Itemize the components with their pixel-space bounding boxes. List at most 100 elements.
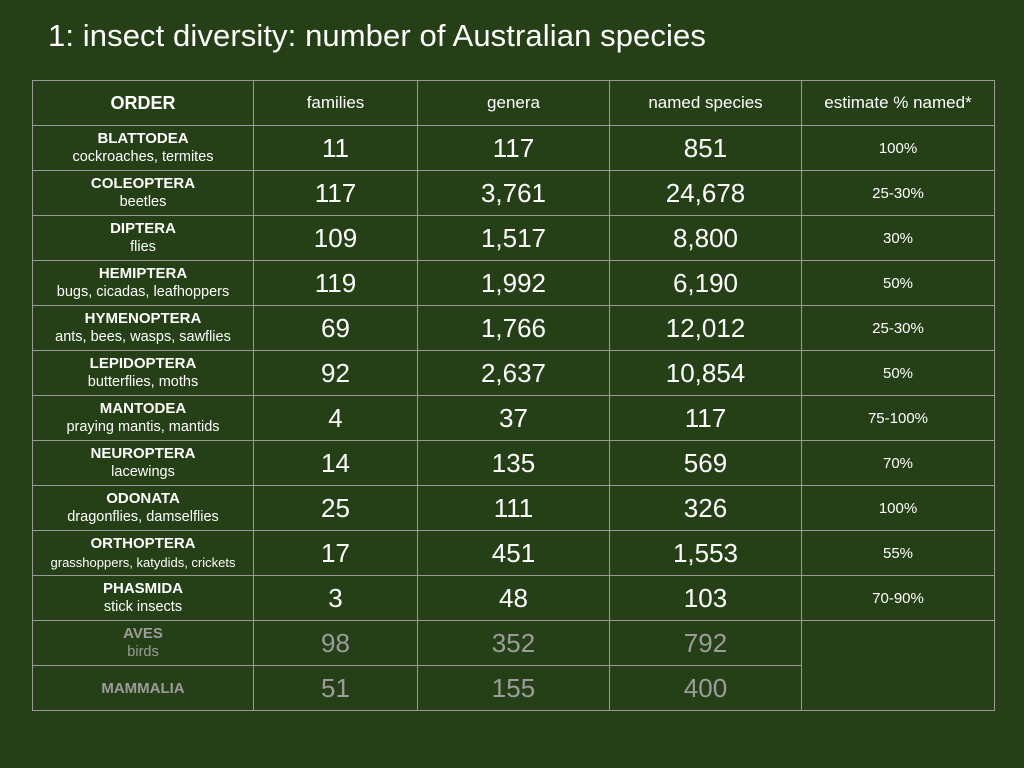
- species-cell: 24,678: [609, 170, 802, 216]
- families-cell: 119: [253, 260, 418, 306]
- families-cell: 98: [253, 620, 418, 666]
- estimate-cell: 70%: [801, 440, 995, 486]
- order-common-name: cockroaches, termites: [72, 149, 214, 165]
- order-common-name: beetles: [119, 194, 167, 210]
- estimate-cell: 55%: [801, 530, 995, 576]
- estimate-cell: 25-30%: [801, 170, 995, 216]
- genera-cell: 2,637: [417, 350, 610, 396]
- order-name: NEUROPTERA: [90, 445, 196, 462]
- table-row: NEUROPTERA lacewings 14 135 569 70%: [32, 440, 995, 486]
- header-genera: genera: [417, 80, 610, 126]
- estimate-cell: 50%: [801, 350, 995, 396]
- families-cell: 92: [253, 350, 418, 396]
- families-cell: 51: [253, 665, 418, 711]
- families-cell: 69: [253, 305, 418, 351]
- families-cell: 117: [253, 170, 418, 216]
- order-common-name: lacewings: [111, 464, 175, 480]
- species-cell: 792: [609, 620, 802, 666]
- families-cell: 11: [253, 125, 418, 171]
- genera-cell: 3,761: [417, 170, 610, 216]
- species-cell: 117: [609, 395, 802, 441]
- order-name: HEMIPTERA: [98, 265, 188, 282]
- order-name: COLEOPTERA: [90, 175, 196, 192]
- order-cell: BLATTODEA cockroaches, termites: [32, 125, 254, 171]
- order-common-name: butterflies, moths: [87, 374, 199, 390]
- families-cell: 4: [253, 395, 418, 441]
- estimate-cell: 70-90%: [801, 575, 995, 621]
- header-families: families: [253, 80, 418, 126]
- species-cell: 10,854: [609, 350, 802, 396]
- families-cell: 25: [253, 485, 418, 531]
- table-body: BLATTODEA cockroaches, termites 11 117 851 10…: [32, 125, 995, 711]
- genera-cell: 1,766: [417, 305, 610, 351]
- order-cell: AVES birds: [32, 620, 254, 666]
- genera-cell: 451: [417, 530, 610, 576]
- order-common-name: praying mantis, mantids: [66, 419, 220, 435]
- order-name: MANTODEA: [99, 400, 187, 417]
- families-cell: 109: [253, 215, 418, 261]
- order-name: BLATTODEA: [97, 130, 189, 147]
- order-cell: HEMIPTERA bugs, cicadas, leafhoppers: [32, 260, 254, 306]
- table-row: BLATTODEA cockroaches, termites 11 117 851 10…: [32, 125, 995, 171]
- order-common-name: ants, bees, wasps, sawflies: [55, 329, 231, 345]
- species-cell: 103: [609, 575, 802, 621]
- species-cell: 8,800: [609, 215, 802, 261]
- reference-row: AVES birds 98 352 792: [32, 620, 995, 711]
- order-cell: COLEOPTERA beetles: [32, 170, 254, 216]
- genera-cell: 117: [417, 125, 610, 171]
- order-cell: PHASMIDA stick insects: [32, 575, 254, 621]
- header-order: ORDER: [32, 80, 254, 126]
- species-cell: 6,190: [609, 260, 802, 306]
- order-name: MAMMALIA: [101, 679, 185, 697]
- order-cell: ORTHOPTERA grasshoppers, katydids, cricke…: [32, 530, 254, 576]
- table-row: DIPTERA flies 109 1,517 8,800 30%: [32, 215, 995, 261]
- order-name: DIPTERA: [110, 220, 176, 237]
- species-cell: 851: [609, 125, 802, 171]
- table-row: PHASMIDA stick insects 3 48 103 70-90%: [32, 575, 995, 621]
- order-name: AVES: [123, 625, 163, 642]
- genera-cell: 352: [417, 620, 610, 666]
- genera-cell: 1,992: [417, 260, 610, 306]
- order-cell: HYMENOPTERA ants, bees, wasps, sawflies: [32, 305, 254, 351]
- genera-cell: 111: [417, 485, 610, 531]
- order-cell: ODONATA dragonflies, damselflies: [32, 485, 254, 531]
- genera-cell: 1,517: [417, 215, 610, 261]
- order-common-name: dragonflies, damselflies: [67, 509, 219, 525]
- order-common-name: flies: [130, 239, 156, 255]
- genera-cell: 48: [417, 575, 610, 621]
- header-estimate: estimate % named*: [801, 80, 995, 126]
- genera-cell: 155: [417, 665, 610, 711]
- order-cell: DIPTERA flies: [32, 215, 254, 261]
- species-table: ORDER families genera named species esti…: [32, 80, 995, 711]
- families-cell: 3: [253, 575, 418, 621]
- order-name: ODONATA: [106, 490, 180, 507]
- estimate-cell: 50%: [801, 260, 995, 306]
- families-cell: 17: [253, 530, 418, 576]
- table-row: MANTODEA praying mantis, mantids 4 37 117 75-…: [32, 395, 995, 441]
- order-common-name: grasshoppers, katydids, crickets: [50, 555, 236, 570]
- order-common-name: birds: [127, 644, 159, 660]
- species-cell: 12,012: [609, 305, 802, 351]
- species-cell: 1,553: [609, 530, 802, 576]
- order-cell: MAMMALIA: [32, 665, 254, 711]
- estimate-cell: 25-30%: [801, 305, 995, 351]
- table-row: COLEOPTERA beetles 117 3,761 24,678 25-30%: [32, 170, 995, 216]
- estimate-cell: 100%: [801, 125, 995, 171]
- table-header-row: ORDER families genera named species esti…: [32, 80, 995, 126]
- estimate-blank-cell: [801, 620, 995, 711]
- estimate-cell: 30%: [801, 215, 995, 261]
- order-common-name: bugs, cicadas, leafhoppers: [56, 284, 230, 300]
- genera-cell: 135: [417, 440, 610, 486]
- table-row: HEMIPTERA bugs, cicadas, leafhoppers 119 1,…: [32, 260, 995, 306]
- order-cell: LEPIDOPTERA butterflies, moths: [32, 350, 254, 396]
- order-name: PHASMIDA: [102, 580, 183, 597]
- reference-row: MAMMALIA 51 155 400: [32, 665, 995, 711]
- table-row: ORTHOPTERA grasshoppers, katydids, cricke…: [32, 530, 995, 576]
- estimate-cell: 100%: [801, 485, 995, 531]
- table-row: LEPIDOPTERA butterflies, moths 92 2,637 10,8…: [32, 350, 995, 396]
- header-named-species: named species: [609, 80, 802, 126]
- order-cell: NEUROPTERA lacewings: [32, 440, 254, 486]
- table-row: HYMENOPTERA ants, bees, wasps, sawflies 69…: [32, 305, 995, 351]
- order-cell: MANTODEA praying mantis, mantids: [32, 395, 254, 441]
- species-cell: 400: [609, 665, 802, 711]
